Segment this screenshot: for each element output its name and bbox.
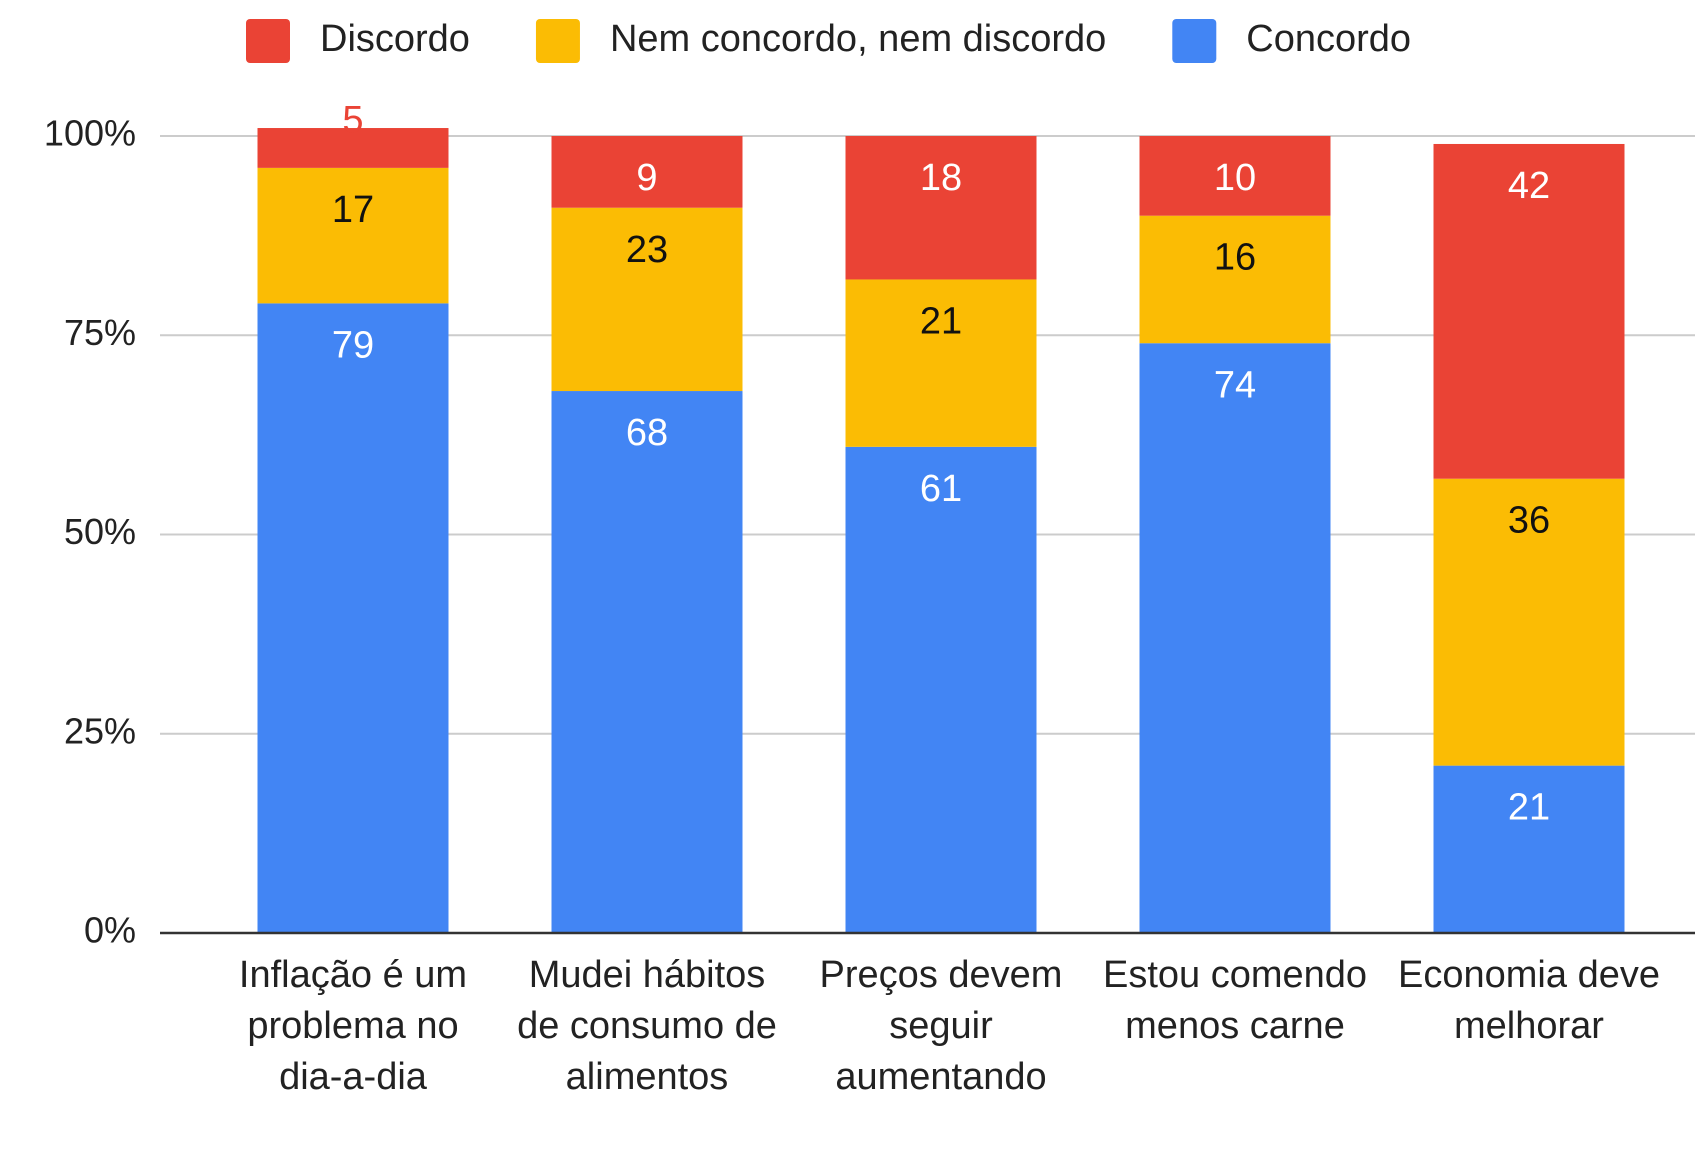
data-label: 21 xyxy=(920,300,962,342)
data-label: 36 xyxy=(1508,500,1550,542)
x-tick-label: Economia deve melhorar xyxy=(1398,954,1660,1047)
y-tick-label: 100% xyxy=(44,113,136,154)
data-label: 68 xyxy=(626,412,668,454)
data-label: 17 xyxy=(332,189,374,231)
bar-segment xyxy=(257,128,449,168)
y-tick-label: 75% xyxy=(64,312,136,353)
data-label: 18 xyxy=(920,157,962,199)
bar-segment xyxy=(1139,343,1331,934)
data-label: 5 xyxy=(342,99,363,141)
x-tick-label-box: Economia deve melhorar xyxy=(1398,954,1660,1047)
bar-segment xyxy=(845,446,1037,933)
bar-segment xyxy=(1433,143,1625,479)
x-tick-label-box: Preços devem seguir aumentando xyxy=(819,954,1063,1098)
legend-label: Nem concordo, nem discordo xyxy=(610,18,1106,60)
legend-swatch xyxy=(246,19,290,63)
x-tick-label: Inflação é um problema no dia-a-dia xyxy=(238,954,468,1098)
data-label: 42 xyxy=(1508,165,1550,207)
bar-segment xyxy=(551,136,743,208)
x-tick-label: Mudei hábitos de consumo de alimentos xyxy=(517,954,777,1098)
y-tick-label: 25% xyxy=(64,710,136,751)
data-label: 16 xyxy=(1214,237,1256,279)
bar-segment xyxy=(257,167,449,304)
x-tick-label-box: Mudei hábitos de consumo de alimentos xyxy=(517,954,777,1098)
bar-segment xyxy=(1139,215,1331,344)
legend-label: Discordo xyxy=(320,18,470,60)
data-label: 74 xyxy=(1214,364,1256,406)
bar-segment xyxy=(845,136,1037,280)
legend-swatch xyxy=(1172,19,1217,63)
bar-segment xyxy=(1139,136,1331,216)
bar-segment xyxy=(1433,478,1625,766)
x-tick-label: Preços devem seguir aumentando xyxy=(819,954,1063,1098)
x-tick-label: Estou comendo menos carne xyxy=(1102,954,1368,1047)
bar-segment xyxy=(1433,765,1625,933)
x-tick-label-box: Estou comendo menos carne xyxy=(1102,954,1368,1047)
legend-label: Concordo xyxy=(1246,18,1411,60)
bar-segment xyxy=(845,279,1037,447)
data-label: 23 xyxy=(626,229,668,271)
data-label: 10 xyxy=(1214,157,1256,199)
data-label: 79 xyxy=(332,324,374,366)
data-label: 9 xyxy=(636,157,657,199)
bar-segment xyxy=(551,391,743,933)
legend-swatch xyxy=(535,19,580,63)
data-label: 61 xyxy=(920,468,962,510)
bar-segment xyxy=(257,303,449,933)
bar-segment xyxy=(551,207,743,392)
y-tick-label: 50% xyxy=(64,511,136,552)
data-label: 21 xyxy=(1508,787,1550,829)
x-tick-label-box: Inflação é um problema no dia-a-dia xyxy=(238,954,468,1098)
y-tick-label: 0% xyxy=(84,910,136,951)
